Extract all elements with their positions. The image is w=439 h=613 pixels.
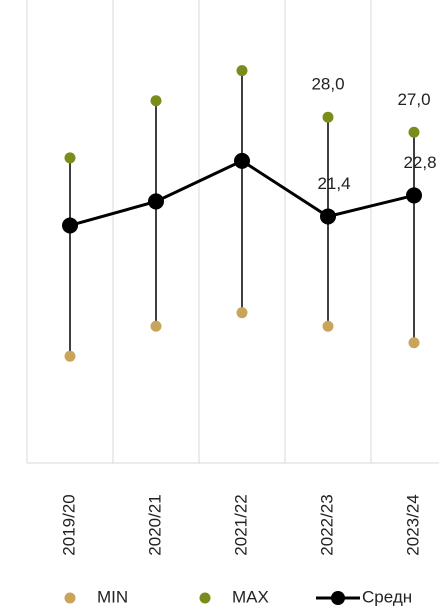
- point: [150, 320, 162, 332]
- legend-label: MAX: [232, 587, 269, 606]
- point: [64, 152, 76, 164]
- x-tick-label: 2023/24: [403, 494, 422, 555]
- point: [408, 337, 420, 349]
- point: [64, 350, 76, 362]
- x-tick-label: 2020/21: [145, 494, 164, 555]
- mean-point: [234, 152, 250, 169]
- point: [236, 65, 248, 77]
- mean-point: [320, 208, 336, 225]
- legend-marker: [199, 592, 211, 604]
- point: [236, 307, 248, 319]
- point: [322, 111, 334, 123]
- data-label: 21,4: [317, 174, 350, 193]
- x-tick-label: 2022/23: [317, 494, 336, 555]
- legend-marker: [64, 592, 76, 604]
- data-label: 27,0: [397, 90, 430, 109]
- x-tick-label: 2019/20: [59, 494, 78, 555]
- mean-point: [406, 187, 422, 204]
- mean-point: [148, 193, 164, 210]
- legend-marker: [331, 591, 345, 605]
- mean-point: [62, 217, 78, 234]
- point: [150, 95, 162, 107]
- data-label: 28,0: [311, 75, 344, 94]
- legend-label: Средн: [362, 587, 412, 606]
- data-label: 22,8: [403, 153, 436, 172]
- point: [408, 126, 420, 138]
- x-tick-label: 2021/22: [231, 494, 250, 555]
- point: [322, 320, 334, 332]
- legend-label: MIN: [97, 587, 128, 606]
